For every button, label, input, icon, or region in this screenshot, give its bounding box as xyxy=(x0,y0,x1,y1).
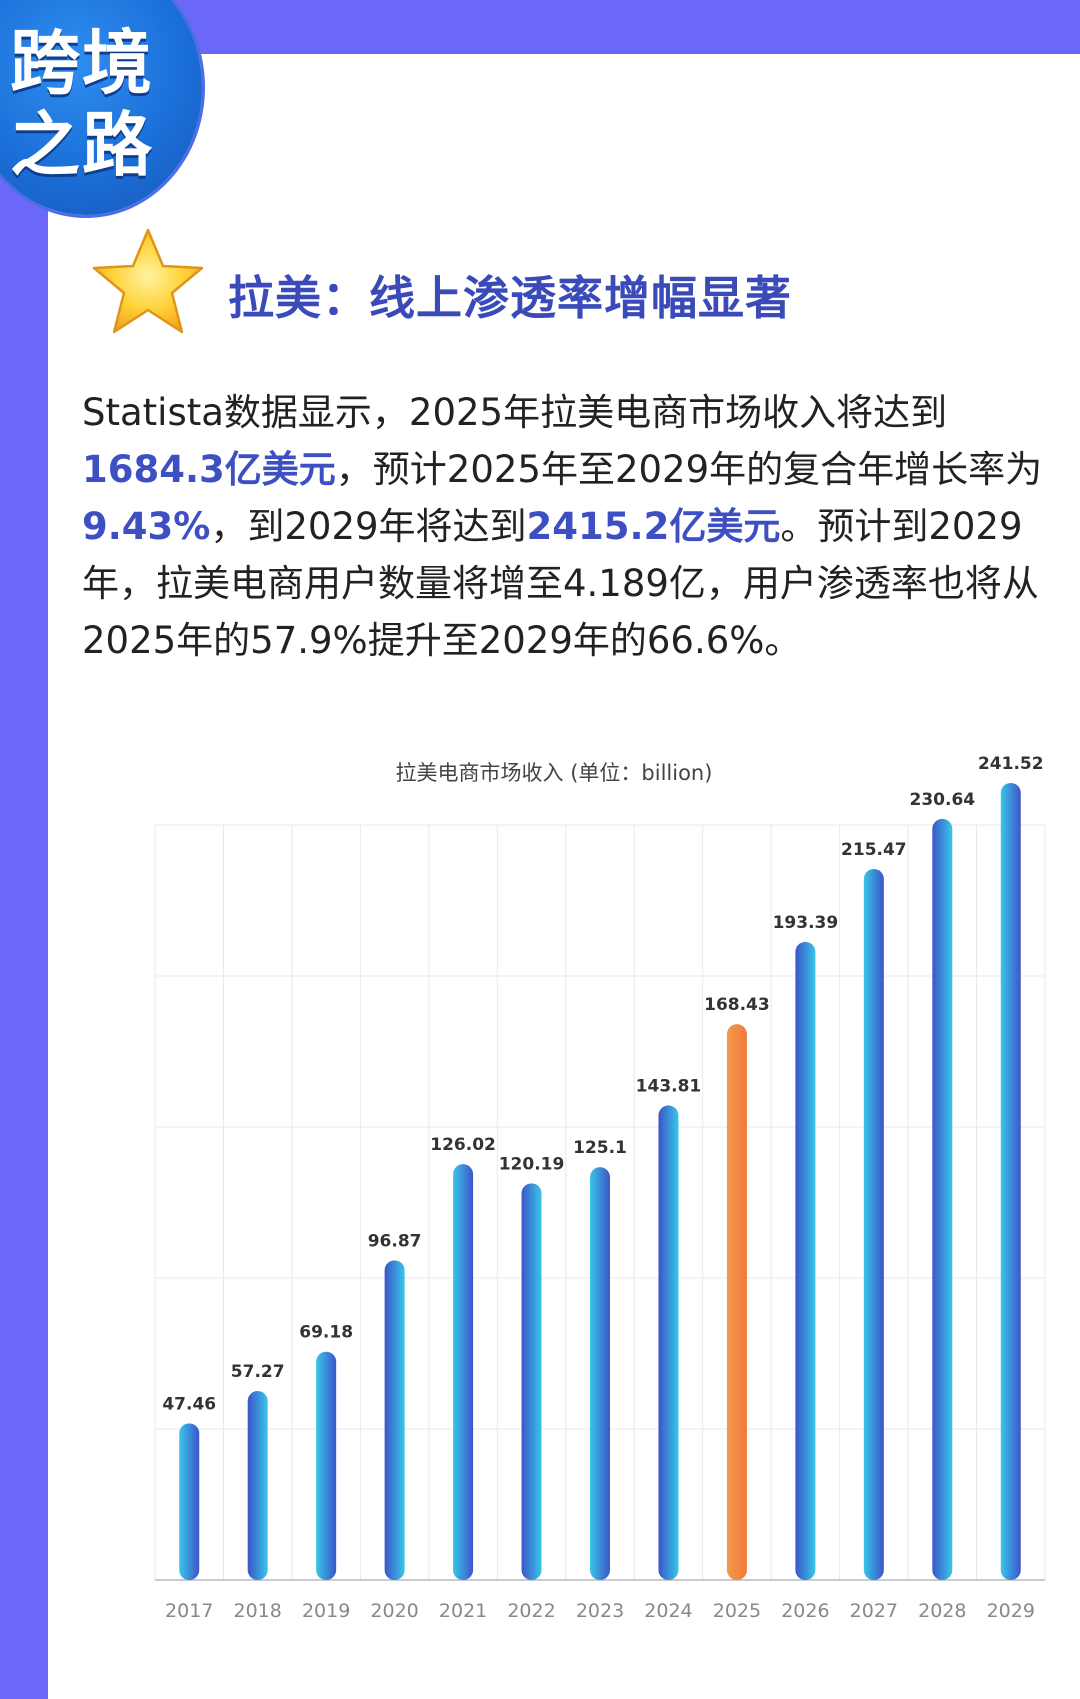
paragraph-highlight: 2415.2亿美元 xyxy=(526,505,781,548)
value-label-2021: 126.02 xyxy=(430,1135,496,1155)
x-tick-label-2020: 2020 xyxy=(370,1600,418,1622)
x-tick-label-2025: 2025 xyxy=(713,1600,761,1622)
bar-2027 xyxy=(863,868,884,1580)
value-label-2028: 230.64 xyxy=(910,790,976,810)
chart-bars xyxy=(179,782,1021,1580)
paragraph-highlight: 9.43% xyxy=(82,505,211,548)
badge-line-1: 跨境 xyxy=(10,22,154,104)
description-paragraph: Statista数据显示，2025年拉美电商市场收入将达到 1684.3亿美元，预… xyxy=(82,384,1062,669)
x-tick-label-2021: 2021 xyxy=(439,1600,487,1622)
x-tick-label-2022: 2022 xyxy=(507,1600,555,1622)
bar-2020 xyxy=(384,1260,405,1580)
x-tick-label-2024: 2024 xyxy=(644,1600,692,1622)
paragraph-text: ，到2029年将达到 xyxy=(210,505,527,548)
bar-2028 xyxy=(932,818,953,1580)
bar-2021 xyxy=(453,1164,474,1580)
value-label-2020: 96.87 xyxy=(368,1231,422,1251)
value-label-2027: 215.47 xyxy=(841,840,907,860)
value-label-2025: 168.43 xyxy=(704,995,770,1015)
paragraph-text: 。预计到2029年，拉美电商用户数量将增至4.189亿，用户渗透率也将从2025… xyxy=(82,505,1039,662)
value-label-2023: 125.1 xyxy=(573,1138,627,1158)
badge-line-2: 之路 xyxy=(10,104,154,186)
x-tick-label-2028: 2028 xyxy=(918,1600,966,1622)
value-label-2026: 193.39 xyxy=(773,913,839,933)
x-tick-label-2019: 2019 xyxy=(302,1600,350,1622)
bar-2017 xyxy=(179,1423,200,1580)
value-label-2022: 120.19 xyxy=(499,1154,565,1174)
star-icon xyxy=(92,228,204,334)
brand-badge-text: 跨境 之路 xyxy=(10,22,170,186)
revenue-bar-chart: 拉美电商市场收入 (单位：billion) 47.46 57.27 69.18 96.… xyxy=(154,754,1046,1622)
paragraph-text: Statista数据显示，2025年拉美电商市场收入将达到 xyxy=(82,391,948,434)
paragraph-text: ，预计2025年至2029年的复合年增长率为 xyxy=(335,448,1043,491)
bar-2025 xyxy=(726,1024,747,1580)
x-tick-label-2017: 2017 xyxy=(165,1600,213,1622)
x-tick-label-2027: 2027 xyxy=(850,1600,898,1622)
x-tick-label-2029: 2029 xyxy=(987,1600,1035,1622)
bar-2029 xyxy=(1000,782,1021,1580)
x-tick-label-2026: 2026 xyxy=(781,1600,829,1622)
x-tick-label-2023: 2023 xyxy=(576,1600,624,1622)
value-label-2024: 143.81 xyxy=(636,1076,702,1096)
left-frame-band xyxy=(0,0,48,1699)
value-label-2019: 69.18 xyxy=(299,1323,353,1343)
bar-2026 xyxy=(795,941,816,1580)
bar-2019 xyxy=(316,1351,337,1580)
section-heading: 拉美：线上渗透率增幅显著 xyxy=(228,271,792,325)
bar-2023 xyxy=(590,1167,610,1580)
value-label-2018: 57.27 xyxy=(231,1362,285,1382)
bar-2018 xyxy=(247,1391,268,1580)
chart-x-axis-labels: 2017 2018 2019 2020 2021 2022 2023 2024 2025 2026… xyxy=(165,1600,1035,1622)
value-label-2017: 47.46 xyxy=(162,1394,216,1414)
paragraph-highlight: 1684.3亿美元 xyxy=(82,448,336,491)
value-label-2029: 241.52 xyxy=(978,754,1044,774)
chart-title: 拉美电商市场收入 (单位：billion) xyxy=(396,761,713,785)
x-tick-label-2018: 2018 xyxy=(234,1600,282,1622)
bar-2024 xyxy=(658,1105,679,1580)
bar-2022 xyxy=(521,1183,542,1580)
